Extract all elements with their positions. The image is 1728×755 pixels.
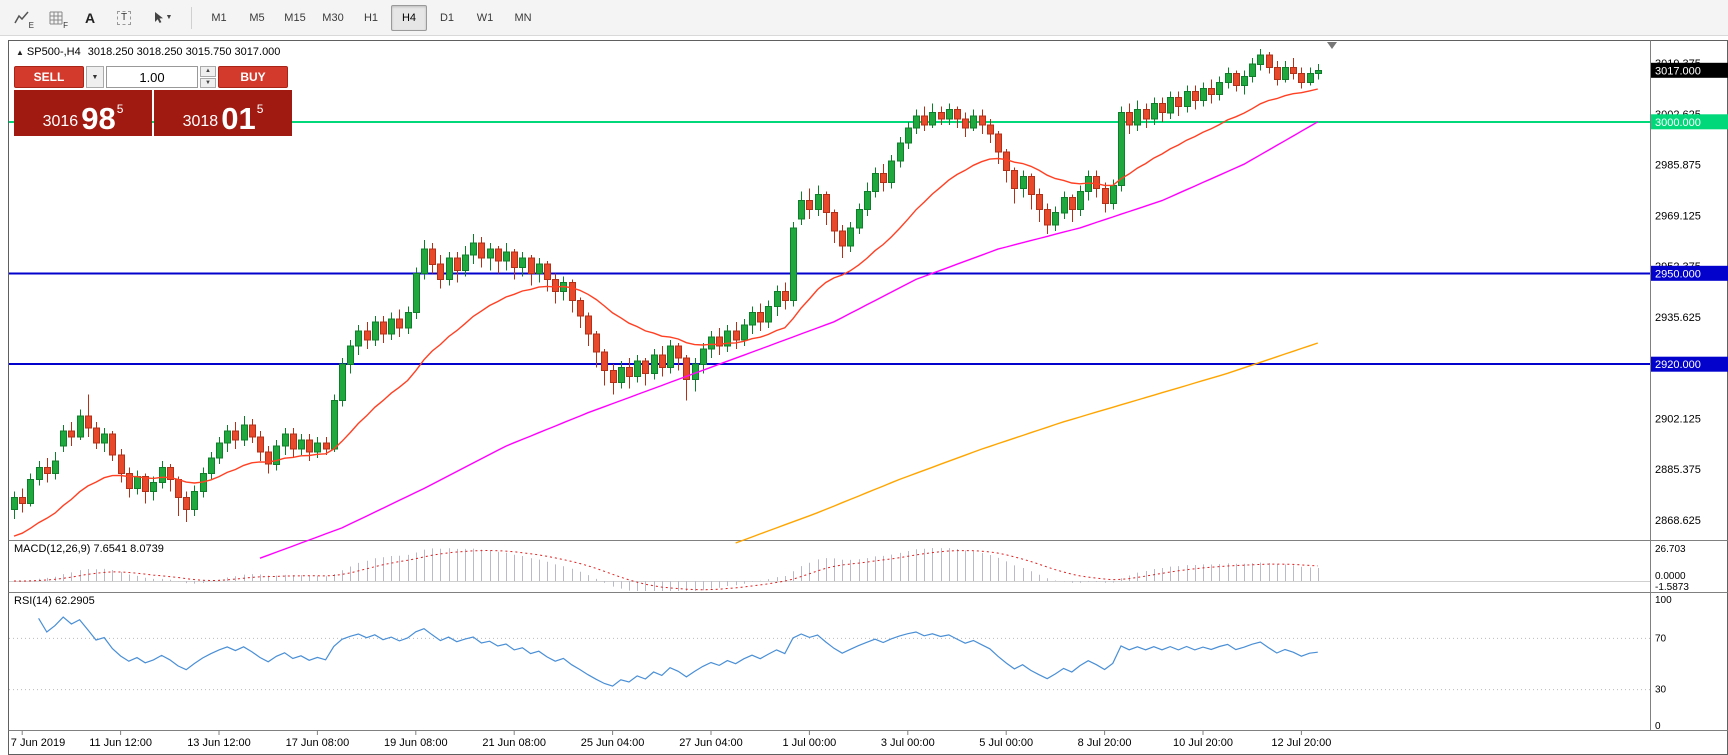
cursor-tool-button[interactable]: ▼ bbox=[142, 4, 182, 32]
svg-text:12 Jul 20:00: 12 Jul 20:00 bbox=[1271, 737, 1331, 749]
svg-text:19 Jun 08:00: 19 Jun 08:00 bbox=[384, 737, 448, 749]
text-label-icon: T bbox=[116, 10, 132, 25]
svg-text:2935.625: 2935.625 bbox=[1655, 312, 1701, 324]
svg-text:100: 100 bbox=[1655, 595, 1672, 606]
svg-text:10 Jul 20:00: 10 Jul 20:00 bbox=[1173, 737, 1233, 749]
svg-text:17 Jun 08:00: 17 Jun 08:00 bbox=[286, 737, 350, 749]
chevron-down-icon: ▼ bbox=[91, 73, 99, 81]
volume-down-button[interactable]: ▼ bbox=[200, 77, 216, 88]
svg-text:2920.000: 2920.000 bbox=[1655, 359, 1701, 371]
chart-edit-tool-button[interactable]: E bbox=[6, 4, 38, 32]
grid-tool-button[interactable]: F bbox=[40, 4, 72, 32]
candles-layer bbox=[11, 49, 1322, 522]
timeframe-button-h4[interactable]: H4 bbox=[391, 4, 427, 31]
timeframe-button-m5[interactable]: M5 bbox=[249, 11, 265, 24]
volume-input[interactable]: 1.00 bbox=[106, 66, 198, 88]
chart-line-icon bbox=[14, 11, 29, 23]
svg-text:2885.375: 2885.375 bbox=[1655, 464, 1701, 476]
svg-text:11 Jun 12:00: 11 Jun 12:00 bbox=[89, 737, 152, 749]
tool-sub-label: F bbox=[63, 20, 68, 30]
timeframe-button-mn[interactable]: MN bbox=[514, 11, 532, 24]
buy-button[interactable]: BUY bbox=[218, 66, 288, 88]
symbol-marker-icon: ▲ bbox=[16, 48, 24, 57]
ma-slow-line bbox=[735, 342, 1319, 544]
tool-sub-label: E bbox=[28, 20, 34, 30]
svg-text:2902.125: 2902.125 bbox=[1655, 413, 1701, 425]
volume-up-button[interactable]: ▲ bbox=[200, 66, 216, 77]
svg-text:0.0000: 0.0000 bbox=[1655, 571, 1686, 582]
timeframe-button-m30[interactable]: M30 bbox=[322, 11, 344, 24]
timeframe-button-m15[interactable]: M15 bbox=[284, 11, 306, 24]
one-click-trading-panel: SELL ▼ 1.00 ▲ ▼ BUY 3016 98 5 3018 01 5 bbox=[14, 66, 292, 136]
spin-down-icon: ▼ bbox=[205, 79, 211, 86]
svg-text:2985.875: 2985.875 bbox=[1655, 160, 1701, 172]
timeframe-button-w1[interactable]: W1 bbox=[476, 11, 494, 24]
svg-text:7 Jun 2019: 7 Jun 2019 bbox=[11, 737, 65, 749]
price-axis-layer: 3019.3753002.6252985.8752969.1252952.375… bbox=[1655, 58, 1701, 732]
svg-text:3 Jul 00:00: 3 Jul 00:00 bbox=[881, 737, 935, 749]
macd-indicator-label: MACD(12,26,9) 7.6541 8.0739 bbox=[14, 543, 164, 555]
bid-price-small: 3016 bbox=[42, 113, 79, 130]
spin-up-icon: ▲ bbox=[205, 68, 211, 75]
ohlc-values: 3018.250 3018.250 3015.750 3017.000 bbox=[87, 46, 281, 58]
volume-dropdown-button[interactable]: ▼ bbox=[86, 66, 104, 88]
svg-text:8 Jul 20:00: 8 Jul 20:00 bbox=[1078, 737, 1132, 749]
bid-price-sup: 5 bbox=[116, 102, 124, 116]
svg-text:0: 0 bbox=[1655, 721, 1661, 732]
svg-text:13 Jun 12:00: 13 Jun 12:00 bbox=[187, 737, 251, 749]
text-label-tool-button[interactable]: T bbox=[108, 4, 140, 32]
timeframe-button-m1[interactable]: M1 bbox=[211, 11, 227, 24]
svg-text:25 Jun 04:00: 25 Jun 04:00 bbox=[581, 737, 645, 749]
rsi-layer bbox=[9, 616, 1650, 691]
symbol-label: SP500-,H4 bbox=[26, 46, 81, 58]
price-tag-2920.000[interactable]: 2920.000 bbox=[1651, 356, 1728, 372]
macd-signal-line bbox=[13, 549, 1318, 591]
ask-price-display[interactable]: 3018 01 5 bbox=[154, 90, 292, 136]
ask-price-sup: 5 bbox=[256, 102, 264, 116]
ma-medium-line bbox=[259, 121, 1319, 559]
chart-borders bbox=[8, 40, 1728, 755]
svg-text:2950.000: 2950.000 bbox=[1655, 268, 1701, 280]
font-a-icon: A bbox=[84, 9, 96, 26]
svg-text:70: 70 bbox=[1655, 633, 1667, 644]
chevron-down-icon: ▼ bbox=[165, 14, 173, 21]
toolbar: E F A T ▼ M1 M5 M15 M30 H1 H4 D1 W1 MN bbox=[0, 0, 1728, 36]
grid-icon bbox=[49, 11, 63, 24]
svg-text:21 Jun 08:00: 21 Jun 08:00 bbox=[482, 737, 546, 749]
svg-text:1 Jul 00:00: 1 Jul 00:00 bbox=[782, 737, 836, 749]
timeframe-button-d1[interactable]: D1 bbox=[439, 11, 455, 24]
svg-text:-1.5873: -1.5873 bbox=[1655, 582, 1689, 593]
time-axis-layer: 7 Jun 2019 11 Jun 12:00 13 Jun 12:00 17 Jun… bbox=[11, 730, 1331, 749]
font-tool-button[interactable]: A bbox=[74, 4, 106, 32]
timeframe-button-h1[interactable]: H1 bbox=[363, 11, 379, 24]
ask-price-big: 01 bbox=[221, 100, 256, 136]
sell-button[interactable]: SELL bbox=[14, 66, 84, 88]
bid-price-display[interactable]: 3016 98 5 bbox=[14, 90, 152, 136]
price-tag-3017.000[interactable]: 3017.000 bbox=[1651, 62, 1728, 78]
rsi-line bbox=[38, 616, 1318, 687]
svg-text:3017.000: 3017.000 bbox=[1655, 65, 1701, 77]
rsi-indicator-label: RSI(14) 62.2905 bbox=[14, 595, 95, 607]
svg-text:27 Jun 04:00: 27 Jun 04:00 bbox=[679, 737, 743, 749]
svg-text:3000.000: 3000.000 bbox=[1655, 117, 1701, 129]
svg-text:30: 30 bbox=[1655, 685, 1667, 696]
ma-fast-line bbox=[13, 88, 1318, 537]
svg-text:5 Jul 00:00: 5 Jul 00:00 bbox=[979, 737, 1033, 749]
svg-text:2868.625: 2868.625 bbox=[1655, 515, 1701, 527]
svg-text:26.703: 26.703 bbox=[1655, 544, 1686, 555]
cursor-icon bbox=[154, 12, 163, 23]
chart-shift-marker bbox=[1327, 42, 1337, 49]
bid-price-big: 98 bbox=[81, 100, 116, 136]
ask-price-small: 3018 bbox=[182, 113, 219, 130]
svg-text:2969.125: 2969.125 bbox=[1655, 210, 1701, 222]
volume-stepper: ▲ ▼ bbox=[200, 66, 216, 88]
toolbar-separator bbox=[191, 6, 192, 29]
macd-layer bbox=[9, 548, 1650, 591]
symbol-ohlc-line: ▲ SP500-,H4 3018.250 3018.250 3015.750 301… bbox=[16, 46, 280, 58]
price-tag-3000.000[interactable]: 3000.000 bbox=[1651, 114, 1728, 130]
price-tag-2950.000[interactable]: 2950.000 bbox=[1651, 265, 1728, 281]
